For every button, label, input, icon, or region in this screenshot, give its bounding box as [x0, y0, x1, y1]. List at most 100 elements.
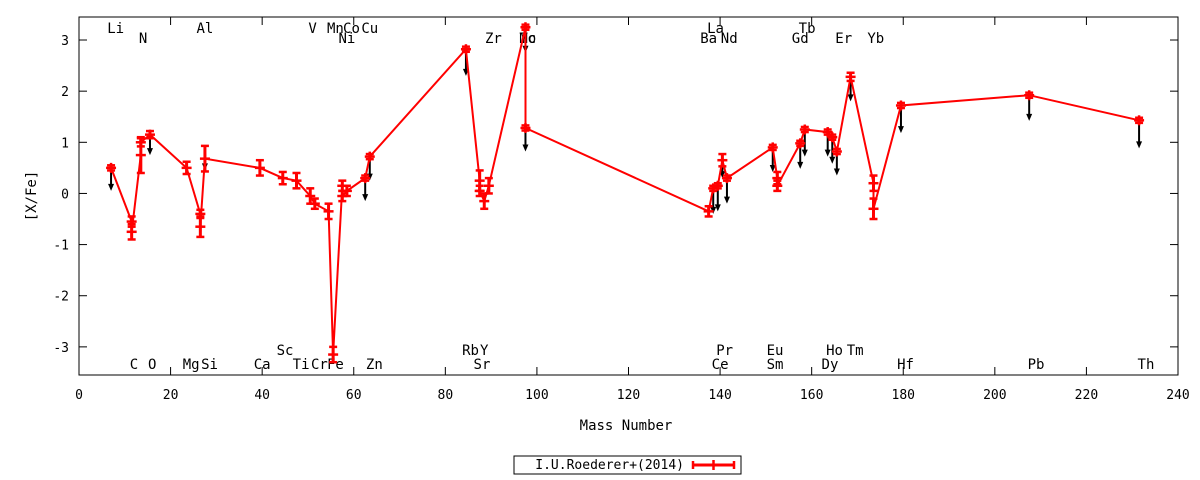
series-polyline: [110, 26, 1140, 355]
upper-limit-arrows: [108, 27, 1143, 214]
data-point: [895, 100, 906, 111]
x-tick-label: 80: [438, 388, 454, 403]
element-label: Tb: [799, 21, 816, 37]
data-point: [291, 171, 302, 190]
legend: I.U.Roederer+(2014): [513, 455, 742, 475]
element-label: Y: [480, 343, 489, 359]
y-tick-label: -1: [53, 239, 69, 254]
element-label: Rb: [462, 343, 479, 359]
element-label: Gd: [792, 31, 809, 47]
data-point: [277, 170, 288, 186]
data-point: [868, 197, 879, 221]
legend-entry-sample: [691, 460, 736, 470]
data-point: [360, 173, 371, 184]
data-point: [868, 174, 879, 193]
element-label: Ce: [712, 357, 729, 373]
data-point: [845, 71, 856, 83]
legend-box: [513, 455, 742, 475]
element-label: N: [139, 31, 147, 47]
data-point: [1024, 90, 1035, 101]
element-label: Nd: [721, 31, 738, 47]
data-point: [799, 124, 810, 135]
element-label: Sc: [277, 343, 294, 359]
data-point: [520, 22, 531, 33]
element-label: Dy: [822, 357, 839, 373]
data-point: [827, 132, 838, 143]
series-line: [110, 26, 1140, 355]
element-label: Ho: [826, 343, 843, 359]
element-label: Eu: [767, 343, 784, 359]
data-point: [822, 127, 833, 138]
element-label: Th: [1138, 357, 1155, 373]
element-label: Si: [201, 357, 218, 373]
data-point: [520, 122, 531, 133]
element-label: Mg: [183, 357, 200, 373]
data-point: [1134, 115, 1145, 126]
data-point: [328, 345, 339, 364]
element-label: Zr: [485, 31, 502, 47]
x-tick-label: 200: [983, 388, 1006, 403]
data-point: [460, 44, 471, 55]
x-tick-label: 20: [163, 388, 179, 403]
element-label: La: [707, 21, 724, 37]
element-label: Sm: [767, 357, 784, 373]
data-point: [341, 184, 352, 198]
y-tick-label: 0: [61, 187, 69, 202]
element-label: Yb: [867, 31, 884, 47]
data-point: [199, 144, 210, 173]
data-point: [772, 179, 783, 193]
element-label: Sr: [474, 357, 491, 373]
x-tick-label: 180: [892, 388, 915, 403]
element-label: Ti: [293, 357, 310, 373]
element-label: Cu: [361, 21, 378, 37]
element-label: Al: [196, 21, 213, 37]
data-point: [144, 129, 155, 140]
element-label: Hf: [897, 357, 914, 373]
element-label: Mn: [327, 21, 344, 37]
data-point: [795, 138, 806, 149]
axis-ticks: 0 20 40 60 80 100 120 140 160 180 200 220 240 -3 -2 -1 0…: [53, 17, 1190, 403]
element-label: Er: [835, 31, 852, 47]
y-tick-label: -2: [53, 290, 69, 305]
data-point: [483, 176, 494, 195]
data-point: [135, 136, 146, 148]
x-tick-label: 0: [75, 388, 83, 403]
data-point: [712, 180, 723, 191]
data-point: [703, 204, 714, 218]
data-point: [195, 215, 206, 239]
x-tick-label: 220: [1075, 388, 1098, 403]
x-tick-label: 140: [708, 388, 731, 403]
data-point: [767, 142, 778, 153]
y-tick-label: -3: [53, 341, 69, 356]
x-axis-title: Mass Number: [580, 418, 673, 434]
element-label: Pr: [716, 343, 733, 359]
element-label: Ni: [338, 31, 355, 47]
element-label: Ba: [700, 31, 717, 47]
element-label: Cr: [311, 357, 328, 373]
x-tick-label: 240: [1166, 388, 1189, 403]
y-tick-label: 3: [61, 34, 69, 49]
x-tick-label: 40: [254, 388, 270, 403]
element-label: Zn: [366, 357, 383, 373]
plot-frame: [78, 16, 1179, 376]
y-tick-label: 2: [61, 85, 69, 100]
data-point: [323, 202, 334, 221]
x-tick-label: 60: [346, 388, 362, 403]
plot-area-border: [78, 16, 1179, 376]
data-point: [831, 146, 842, 157]
data-point: [106, 162, 117, 173]
x-tick-label: 120: [617, 388, 640, 403]
x-tick-label: 100: [525, 388, 548, 403]
data-point: [181, 160, 192, 176]
data-point: [721, 173, 732, 184]
data-point: [254, 158, 265, 177]
data-points: [106, 22, 1145, 364]
element-label: Li: [107, 21, 124, 37]
element-label: Tm: [847, 343, 864, 359]
data-point: [364, 151, 375, 162]
element-label: V: [308, 21, 317, 37]
element-label: Pb: [1028, 357, 1045, 373]
element-label: Ca: [254, 357, 271, 373]
